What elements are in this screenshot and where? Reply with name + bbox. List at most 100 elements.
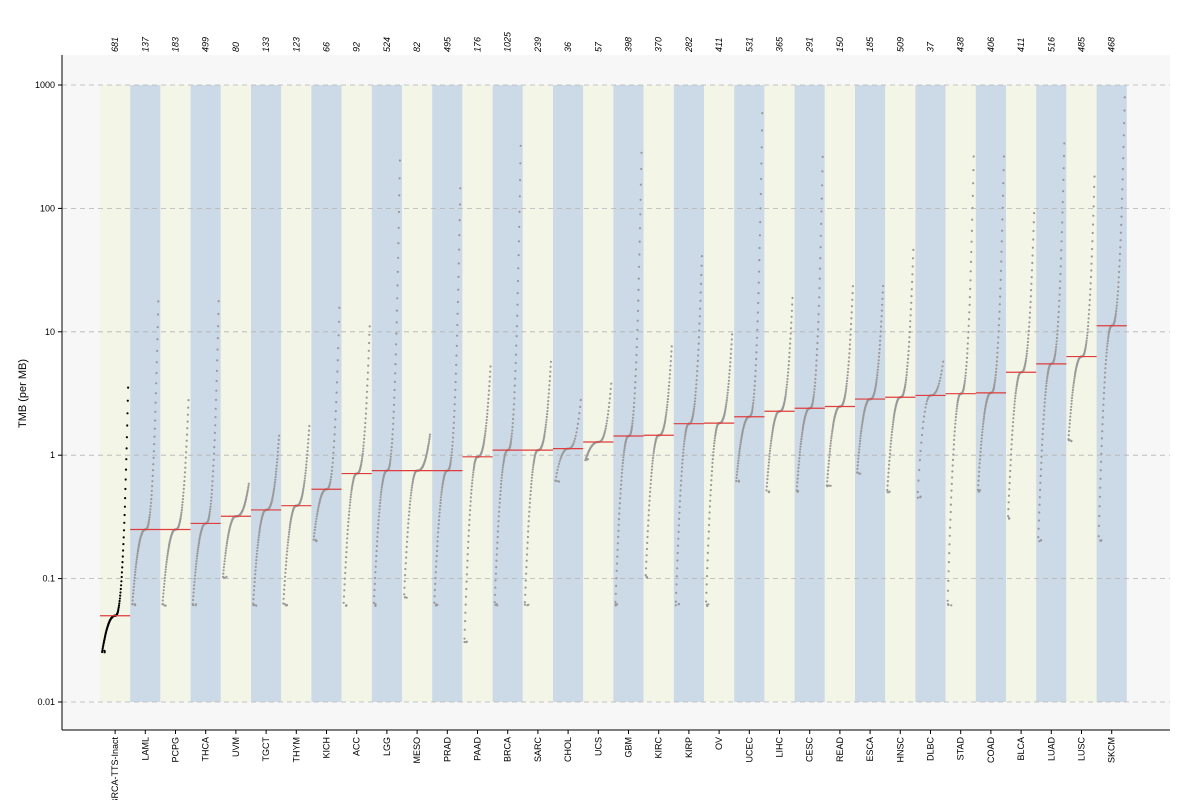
point <box>131 595 134 599</box>
point <box>375 545 378 548</box>
point <box>1123 109 1126 112</box>
point <box>765 485 768 488</box>
point <box>956 401 959 404</box>
point <box>683 440 686 443</box>
point <box>406 526 410 529</box>
point <box>699 299 702 302</box>
point <box>411 482 414 485</box>
point <box>652 450 656 453</box>
point <box>197 542 200 545</box>
point <box>696 365 699 368</box>
point <box>1045 379 1048 382</box>
point <box>185 445 188 448</box>
point <box>288 530 291 534</box>
point <box>364 417 367 420</box>
point <box>906 357 910 360</box>
point <box>874 384 877 387</box>
point <box>909 314 912 317</box>
point <box>117 604 121 607</box>
point <box>184 461 187 464</box>
point <box>998 317 1001 320</box>
point <box>484 429 487 433</box>
point <box>469 504 472 507</box>
point <box>630 428 633 431</box>
point <box>753 392 756 395</box>
point <box>667 388 670 391</box>
point <box>1046 373 1049 376</box>
point <box>847 367 850 370</box>
point <box>692 413 695 416</box>
point <box>122 536 125 539</box>
point <box>767 461 771 464</box>
point <box>1116 294 1119 297</box>
count-label-laml: 137 <box>140 36 150 52</box>
point <box>1097 524 1101 528</box>
point <box>575 431 578 434</box>
point <box>211 475 214 478</box>
point <box>631 424 634 427</box>
count-label-thca: 499 <box>201 37 211 52</box>
point <box>739 441 742 444</box>
point-outlier <box>946 603 950 606</box>
point <box>439 499 442 502</box>
point <box>572 442 575 445</box>
point <box>441 486 444 489</box>
point <box>452 426 455 430</box>
point <box>1069 408 1072 411</box>
point <box>886 484 889 487</box>
point <box>454 372 457 375</box>
point <box>670 345 673 348</box>
point <box>213 431 216 434</box>
point <box>525 572 528 575</box>
point <box>814 373 817 376</box>
point <box>947 570 950 573</box>
point <box>682 448 685 451</box>
point-outlier <box>979 489 982 492</box>
point <box>651 462 654 465</box>
point <box>798 454 801 457</box>
point <box>1093 175 1096 178</box>
point <box>223 560 226 563</box>
point <box>633 392 636 395</box>
point <box>891 423 895 426</box>
point <box>455 354 458 357</box>
point <box>529 493 532 496</box>
point <box>812 397 815 401</box>
point <box>1119 246 1122 249</box>
point <box>272 491 275 494</box>
point <box>708 505 712 508</box>
point <box>184 456 187 459</box>
point <box>1088 304 1091 307</box>
band-hnsc <box>885 85 916 702</box>
point <box>549 365 552 368</box>
point <box>1030 289 1033 292</box>
point <box>730 343 733 346</box>
point <box>889 445 892 448</box>
point <box>517 267 520 270</box>
point <box>920 441 923 444</box>
point <box>787 371 790 374</box>
point <box>440 493 443 496</box>
point <box>1059 280 1062 283</box>
point <box>500 479 503 482</box>
points-lusc <box>1067 175 1096 443</box>
point <box>131 599 134 602</box>
point <box>390 446 393 449</box>
point <box>256 546 259 550</box>
point-outlier <box>1038 540 1041 543</box>
point <box>152 456 155 459</box>
point <box>1116 301 1119 304</box>
point <box>1120 223 1123 226</box>
point <box>360 461 363 464</box>
point <box>197 544 200 547</box>
point <box>877 355 881 358</box>
point <box>739 443 742 446</box>
point <box>615 577 618 580</box>
point <box>996 341 1000 344</box>
point <box>1046 371 1050 374</box>
category-label-prad: PRAD <box>442 737 452 763</box>
band-read <box>824 85 855 702</box>
point <box>605 424 608 428</box>
point <box>464 611 467 614</box>
point <box>392 410 395 413</box>
